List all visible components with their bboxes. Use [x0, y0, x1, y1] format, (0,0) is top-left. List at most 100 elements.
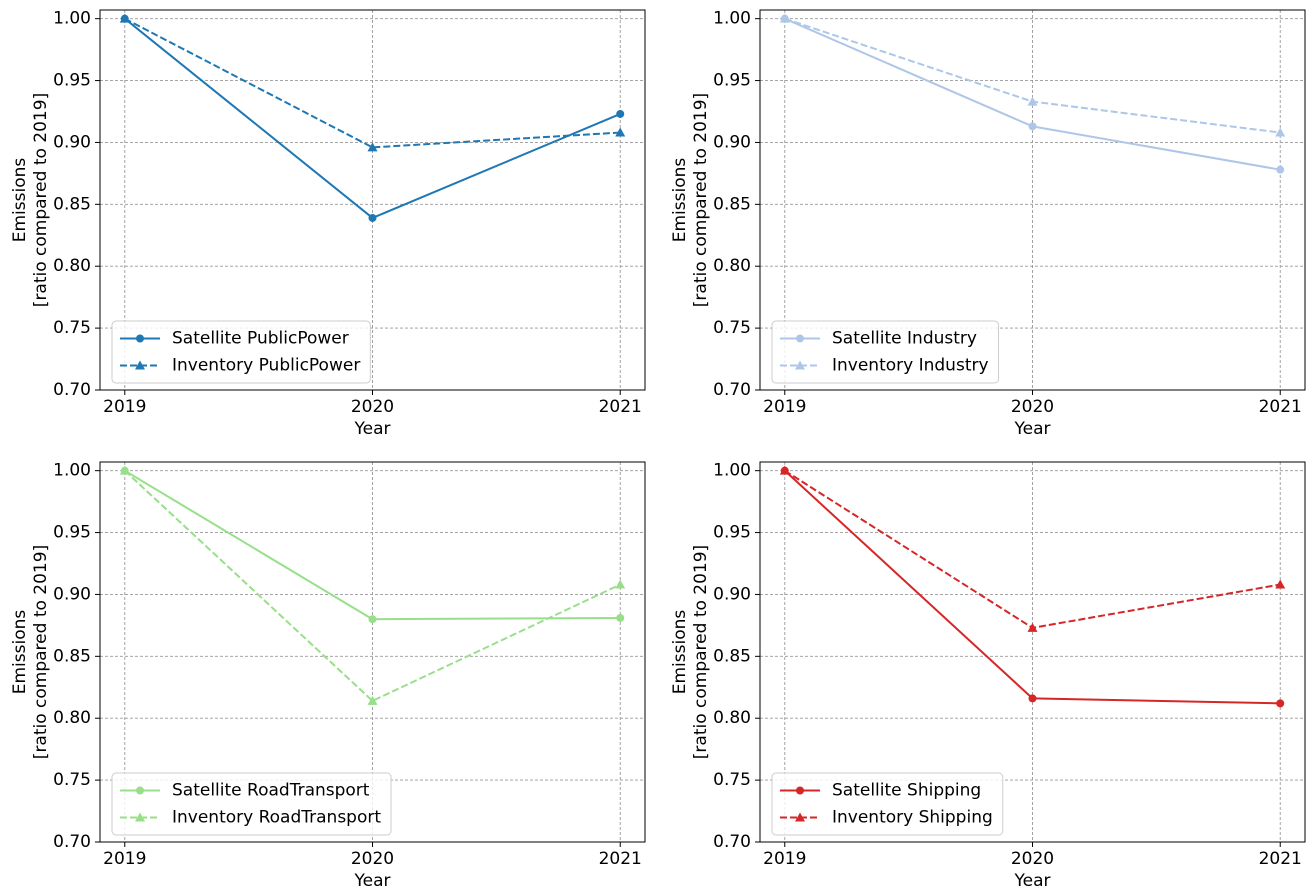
marker [1275, 579, 1286, 589]
y-tick-label: 1.00 [53, 9, 91, 29]
legend-frame [771, 320, 1000, 384]
y-axis-label: Emissions [10, 610, 30, 695]
x-axis-label: Year [1014, 871, 1051, 891]
legend-frame [111, 320, 371, 384]
y-tick-label: 0.70 [53, 380, 91, 400]
y-tick-label: 0.80 [713, 708, 751, 728]
series-line [124, 17, 621, 220]
subplot: 0.70 0.75 0.80 0.85 0.90 0.95 1.00 2019 2020 2021… [10, 9, 646, 439]
legend-marker [795, 812, 805, 822]
y-axis-label: Emissions [10, 158, 30, 243]
y-axis-label: [ratio compared to 2019] [31, 93, 51, 307]
legend: Satellite Industry Inventory Industry [771, 320, 1000, 384]
y-axis-label: [ratio compared to 2019] [691, 545, 711, 759]
legend-label: Inventory Industry [832, 356, 989, 376]
marker [1027, 96, 1038, 106]
x-tick-label: 2019 [103, 849, 146, 869]
legend-label: Satellite Shipping [832, 781, 981, 801]
legend-marker [136, 786, 144, 795]
marker [119, 465, 130, 475]
y-tick-label: 0.80 [713, 256, 751, 276]
y-tick-label: 1.00 [53, 461, 91, 481]
y-tick-label: 0.85 [53, 646, 91, 666]
y-tick-label: 0.85 [713, 646, 751, 666]
series-line [124, 17, 621, 149]
marker [368, 213, 377, 222]
y-tick-label: 1.00 [713, 9, 751, 29]
y-tick-label: 0.85 [713, 194, 751, 214]
marker [615, 127, 626, 137]
x-axis-label: Year [1014, 419, 1051, 439]
marker [616, 109, 625, 118]
marker [1028, 694, 1037, 703]
legend-marker [135, 360, 145, 370]
legend-marker [795, 360, 805, 370]
subplot: 0.70 0.75 0.80 0.85 0.90 0.95 1.00 2019 2020 2021… [10, 461, 646, 891]
y-axis-label: [ratio compared to 2019] [31, 545, 51, 759]
y-tick-label: 0.95 [713, 523, 751, 543]
plot-frame [99, 9, 646, 391]
y-tick-label: 0.90 [53, 132, 91, 152]
legend-label: Satellite PublicPower [172, 329, 349, 349]
x-tick-label: 2020 [351, 849, 394, 869]
x-tick-label: 2020 [351, 397, 394, 417]
x-tick-label: 2021 [599, 397, 642, 417]
y-tick-label: 0.90 [713, 584, 751, 604]
legend: Satellite RoadTransport Inventory RoadTra… [111, 772, 392, 836]
legend-label: Inventory PublicPower [172, 356, 360, 376]
legend-marker [796, 786, 804, 795]
marker [779, 465, 790, 475]
x-tick-label: 2021 [1259, 849, 1302, 869]
y-axis-label: Emissions [670, 610, 690, 695]
marker [616, 613, 625, 622]
y-tick-label: 0.90 [713, 132, 751, 152]
y-tick-label: 0.85 [53, 194, 91, 214]
x-tick-label: 2019 [763, 849, 806, 869]
y-tick-label: 0.70 [713, 832, 751, 852]
marker [1276, 699, 1285, 708]
x-tick-label: 2020 [1011, 849, 1054, 869]
series-line [124, 469, 621, 703]
y-tick-label: 0.95 [53, 71, 91, 91]
subplot: 0.70 0.75 0.80 0.85 0.90 0.95 1.00 2019 2020 2021… [670, 461, 1306, 891]
x-tick-label: 2019 [103, 397, 146, 417]
y-axis-label: Emissions [670, 158, 690, 243]
plot-frame [759, 9, 1306, 391]
marker [368, 615, 377, 624]
x-axis-label: Year [354, 419, 391, 439]
y-tick-label: 1.00 [713, 461, 751, 481]
y-axis-label: [ratio compared to 2019] [691, 93, 711, 307]
y-tick-label: 0.75 [53, 318, 91, 338]
y-tick-label: 0.90 [53, 584, 91, 604]
marker [615, 579, 626, 589]
marker [1276, 165, 1285, 174]
y-tick-label: 0.95 [713, 71, 751, 91]
subplot: 0.70 0.75 0.80 0.85 0.90 0.95 1.00 2019 2020 2021… [670, 9, 1306, 439]
marker [1027, 622, 1038, 632]
y-tick-label: 0.75 [713, 770, 751, 790]
plot-frame [759, 461, 1306, 843]
marker [1028, 122, 1037, 131]
marker [1275, 127, 1286, 137]
y-tick-label: 0.70 [713, 380, 751, 400]
y-tick-label: 0.70 [53, 832, 91, 852]
legend-label: Inventory Shipping [832, 808, 993, 828]
legend-label: Satellite RoadTransport [172, 781, 370, 801]
y-tick-label: 0.95 [53, 523, 91, 543]
y-tick-label: 0.80 [53, 256, 91, 276]
y-tick-label: 0.75 [53, 770, 91, 790]
legend-marker [796, 334, 804, 343]
legend-label: Inventory RoadTransport [172, 808, 381, 828]
plot-frame [99, 461, 646, 843]
x-tick-label: 2019 [763, 397, 806, 417]
legend-marker [135, 812, 145, 822]
x-tick-label: 2020 [1011, 397, 1054, 417]
legend-frame [771, 772, 1004, 836]
y-tick-label: 0.75 [713, 318, 751, 338]
marker [367, 142, 378, 152]
legend-label: Satellite Industry [832, 329, 977, 349]
x-tick-label: 2021 [1259, 397, 1302, 417]
y-tick-label: 0.80 [53, 708, 91, 728]
marker [779, 13, 790, 23]
